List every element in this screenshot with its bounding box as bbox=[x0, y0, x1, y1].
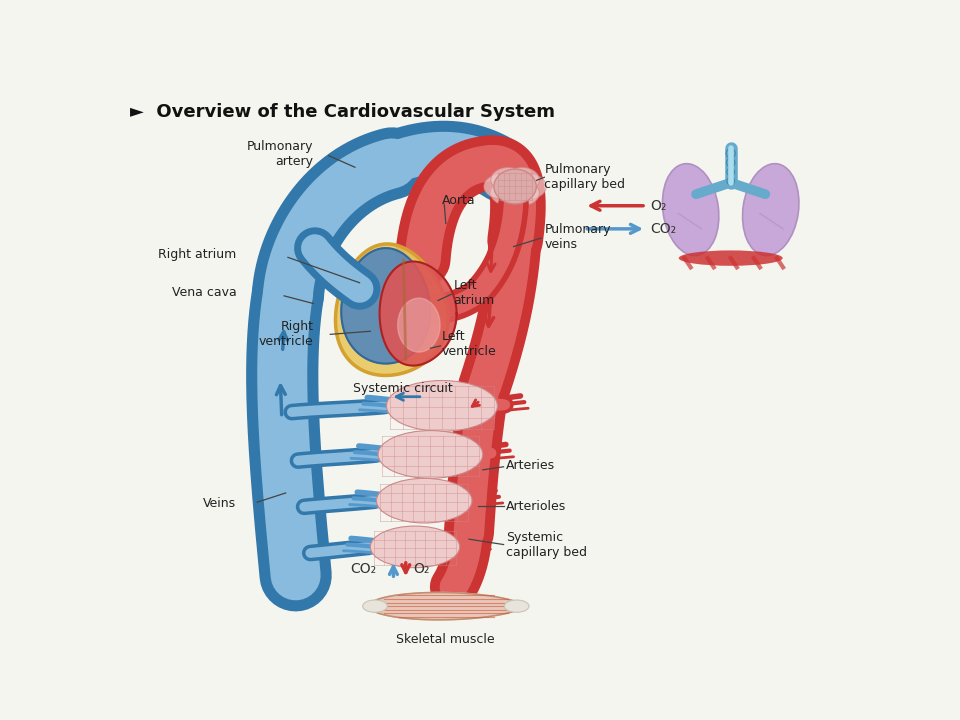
Text: ►  Overview of the Cardiovascular System: ► Overview of the Cardiovascular System bbox=[131, 104, 555, 122]
Ellipse shape bbox=[371, 526, 460, 567]
Text: Arteries: Arteries bbox=[506, 459, 555, 472]
Polygon shape bbox=[369, 593, 523, 620]
Ellipse shape bbox=[378, 431, 483, 478]
Ellipse shape bbox=[363, 600, 387, 612]
Text: Pulmonary
artery: Pulmonary artery bbox=[247, 140, 313, 168]
Ellipse shape bbox=[662, 163, 719, 256]
Ellipse shape bbox=[494, 169, 537, 204]
Ellipse shape bbox=[727, 158, 735, 167]
Text: Pulmonary
veins: Pulmonary veins bbox=[544, 222, 611, 251]
Ellipse shape bbox=[727, 168, 734, 176]
Text: O₂: O₂ bbox=[650, 199, 666, 212]
Ellipse shape bbox=[376, 478, 472, 523]
Polygon shape bbox=[341, 248, 430, 364]
Ellipse shape bbox=[387, 381, 497, 431]
Ellipse shape bbox=[742, 163, 799, 256]
Text: Pulmonary
capillary bed: Pulmonary capillary bed bbox=[544, 163, 625, 192]
Text: Skeletal muscle: Skeletal muscle bbox=[396, 633, 495, 646]
Polygon shape bbox=[335, 244, 448, 375]
Text: Right atrium: Right atrium bbox=[158, 248, 236, 261]
Text: Systemic
capillary bed: Systemic capillary bed bbox=[506, 531, 587, 559]
Text: Veins: Veins bbox=[204, 498, 236, 510]
Ellipse shape bbox=[679, 251, 782, 266]
Text: O₂: O₂ bbox=[414, 562, 430, 576]
Text: CO₂: CO₂ bbox=[350, 562, 376, 576]
Ellipse shape bbox=[484, 174, 518, 199]
Text: Arterioles: Arterioles bbox=[506, 500, 566, 513]
Text: Left
atrium: Left atrium bbox=[453, 279, 494, 307]
Ellipse shape bbox=[505, 168, 540, 192]
Text: Systemic circuit: Systemic circuit bbox=[353, 382, 453, 395]
Polygon shape bbox=[397, 298, 440, 352]
Ellipse shape bbox=[491, 181, 525, 205]
Text: Vena cava: Vena cava bbox=[172, 287, 236, 300]
Text: Right
ventricle: Right ventricle bbox=[258, 320, 313, 348]
Ellipse shape bbox=[504, 600, 529, 612]
Ellipse shape bbox=[505, 181, 540, 205]
Text: Aorta: Aorta bbox=[442, 194, 475, 207]
Ellipse shape bbox=[491, 168, 525, 192]
Text: CO₂: CO₂ bbox=[650, 222, 676, 236]
Polygon shape bbox=[379, 261, 457, 366]
Ellipse shape bbox=[726, 149, 735, 158]
Ellipse shape bbox=[512, 174, 546, 199]
Ellipse shape bbox=[727, 177, 734, 185]
Text: Left
ventricle: Left ventricle bbox=[442, 330, 496, 359]
